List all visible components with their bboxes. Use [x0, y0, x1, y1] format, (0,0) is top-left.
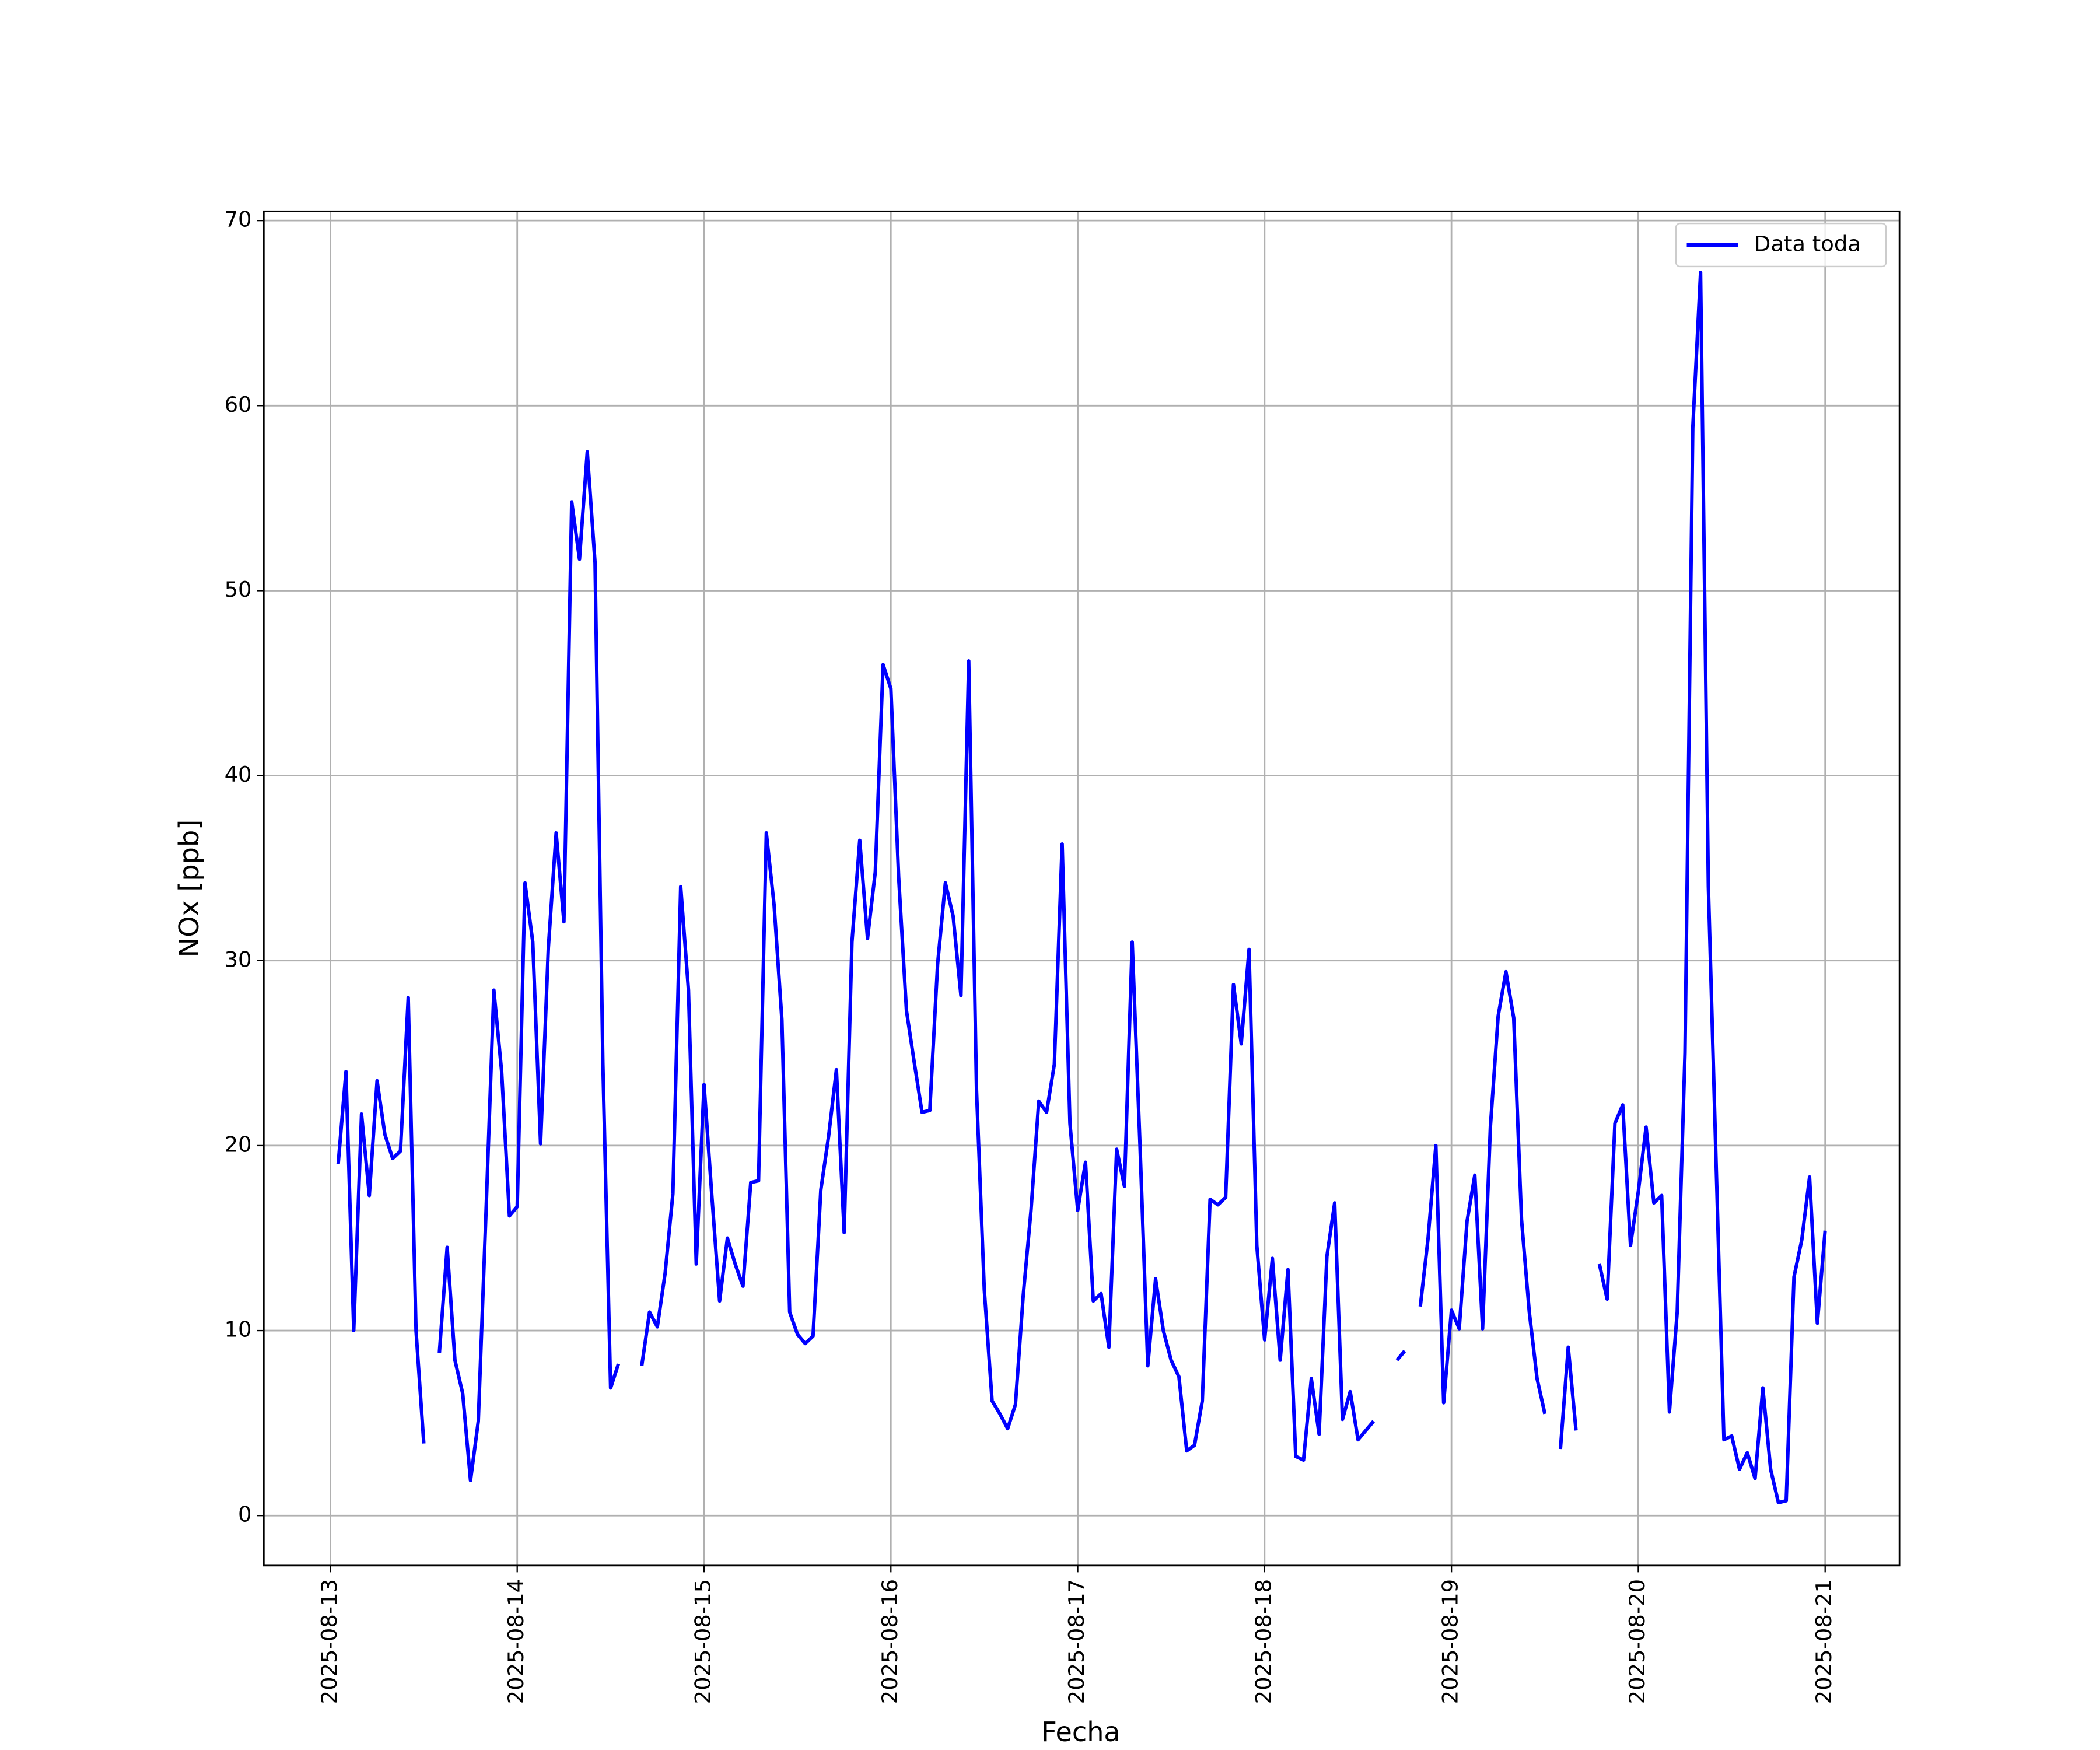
- y-tick-label: 60: [225, 392, 252, 417]
- y-tick-label: 0: [238, 1502, 251, 1527]
- y-tick-label: 30: [225, 947, 252, 972]
- data-line: [1418, 970, 1547, 1415]
- legend-box: [1675, 222, 1887, 268]
- plot-frame: [262, 210, 1901, 1567]
- x-tick-label: 2025-08-17: [1064, 1579, 1089, 1704]
- x-tick-label: 2025-08-18: [1251, 1579, 1276, 1704]
- data-line: [438, 450, 621, 1482]
- data-line: [1558, 1345, 1578, 1450]
- y-axis-label: NOx [ppb]: [173, 820, 205, 958]
- data-line: [1597, 270, 1827, 1505]
- x-tick-label: 2025-08-21: [1811, 1579, 1836, 1704]
- x-tick-label: 2025-08-20: [1625, 1579, 1650, 1704]
- y-tick-label: 50: [225, 577, 252, 602]
- y-tick-label: 20: [225, 1132, 252, 1157]
- x-tick-label: 2025-08-16: [877, 1579, 902, 1704]
- data-line: [1395, 1350, 1406, 1362]
- y-tick-label: 70: [225, 207, 252, 232]
- data-line: [640, 659, 1375, 1462]
- x-axis-label: Fecha: [1041, 1716, 1120, 1748]
- data-line: [336, 996, 426, 1444]
- x-tick-label: 2025-08-19: [1438, 1579, 1463, 1704]
- x-tick-label: 2025-08-13: [317, 1579, 342, 1704]
- x-tick-label: 2025-08-15: [690, 1579, 715, 1704]
- y-tick-label: 40: [225, 762, 252, 787]
- legend-label: Data toda: [1754, 232, 1861, 257]
- y-tick-label: 10: [225, 1317, 252, 1342]
- x-tick-label: 2025-08-14: [503, 1579, 528, 1704]
